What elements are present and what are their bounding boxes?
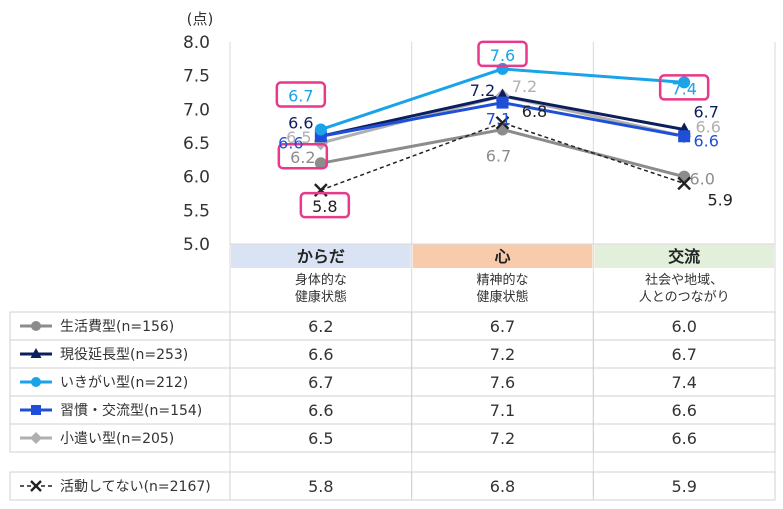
- category-title-0: からだ: [297, 247, 345, 266]
- data-label-0-2: 6.0: [689, 170, 714, 189]
- data-table: 生活費型(n=156) 6.2 6.7 6.0 現役延長型(n=253) 6.6 7.2 6.…: [9, 311, 776, 501]
- legend-marker-3: [31, 405, 41, 415]
- series-marker-5-2-b: [677, 176, 692, 191]
- legend-marker-1: [30, 348, 42, 358]
- series-marker-2-2: [678, 76, 691, 89]
- table-cell-4-2: 6.6: [671, 429, 696, 448]
- series-marker-3-1: [496, 96, 509, 109]
- data-label-5-2: 5.9: [707, 190, 732, 209]
- table-cell-4-1: 7.2: [490, 429, 515, 448]
- series-marker-5-1: [495, 115, 510, 130]
- y-tick-label: 6.5: [183, 134, 210, 154]
- table-cell-5-2: 5.9: [671, 477, 696, 496]
- category-bg-1: [412, 244, 593, 268]
- category-sub-2-0: 社会や地域、: [645, 272, 723, 288]
- category-bg-2: [594, 244, 774, 268]
- table-cell-1-0: 6.6: [308, 345, 333, 364]
- data-label-2-1: 7.6: [490, 46, 515, 65]
- category-sub-0-1: 健康状態: [295, 289, 347, 305]
- data-label-1-1: 7.2: [470, 81, 495, 100]
- y-axis: (点) 8.0 7.5 7.0 6.5 6.0 5.5 5.0: [183, 10, 213, 255]
- y-tick-label: 5.5: [183, 201, 210, 221]
- data-label-0-1: 6.7: [486, 147, 511, 166]
- table-cell-0-1: 6.7: [490, 317, 515, 336]
- category-backgrounds: [231, 244, 774, 268]
- table-cell-2-2: 7.4: [671, 373, 696, 392]
- data-label-0-0: 6.2: [290, 148, 315, 167]
- legend-marker-4: [30, 432, 42, 444]
- highlight-box-0-0: [277, 142, 329, 170]
- data-label-5-1: 6.8: [522, 102, 547, 121]
- table-cell-0-2: 6.0: [671, 317, 696, 336]
- category-bg-0: [231, 244, 411, 268]
- data-label-4-1: 7.2: [512, 77, 537, 96]
- series-line-5: [320, 122, 685, 191]
- category-sub-0-0: 身体的な: [295, 272, 347, 288]
- y-tick-label: 7.0: [183, 100, 210, 120]
- table-cell-3-0: 6.6: [308, 401, 333, 420]
- table-cell-2-0: 6.7: [308, 373, 333, 392]
- legend-label-3: 習慣・交流型(n=154): [60, 402, 202, 419]
- highlight-box-2-2: [658, 74, 710, 101]
- table-cell-3-1: 7.1: [490, 401, 515, 420]
- y-tick-label: 5.0: [183, 235, 210, 255]
- data-label-1-2: 6.7: [693, 103, 718, 122]
- data-label-3-1: 7.1: [486, 110, 511, 129]
- series-marker-5-2: [677, 176, 692, 191]
- legend-label-5: 活動してない(n=2167): [60, 479, 211, 495]
- data-label-2-2: 7.4: [671, 79, 696, 98]
- legend-marker-2: [31, 377, 41, 387]
- table-cell-1-2: 6.7: [671, 345, 696, 364]
- legend-label-2: いきがい型(n=212): [60, 375, 188, 391]
- category-sub-2-1: 人とのつながり: [639, 290, 730, 305]
- data-labels: 6.2 6.76.06.67.26.76.77.67.46.67.16.66.57…: [275, 40, 733, 219]
- data-label-3-2: 6.6: [693, 131, 718, 150]
- y-tick-label: 6.0: [183, 168, 210, 188]
- legend-label-1: 現役延長型(n=253): [60, 347, 188, 363]
- category-sub-1-1: 健康状態: [476, 289, 528, 305]
- highlight-box-2-0: [275, 81, 327, 108]
- table-cell-5-0: 5.8: [308, 477, 333, 496]
- series-marker-0-0: [314, 157, 327, 170]
- legend-label-4: 小遣い型(n=205): [60, 431, 174, 447]
- data-label-4-2: 6.6: [695, 117, 720, 136]
- category-title-2: 交流: [668, 247, 700, 266]
- series-marker-3-2: [678, 130, 691, 143]
- data-label-5-0: 5.8: [312, 197, 337, 216]
- data-label-1-0: 6.6: [288, 113, 313, 132]
- data-label-3-0: 6.6: [278, 133, 303, 152]
- legend-marker-5-b: [30, 480, 42, 492]
- y-axis-unit: (点): [187, 10, 214, 28]
- data-label-2-0: 6.7: [288, 87, 313, 106]
- table-cell-2-1: 7.6: [490, 373, 515, 392]
- y-tick-label: 7.5: [183, 67, 210, 87]
- legend-label-0: 生活費型(n=156): [60, 319, 174, 335]
- highlight-box-5-0: [299, 191, 351, 219]
- legend-marker-0: [31, 321, 41, 331]
- table-cell-0-0: 6.2: [308, 317, 333, 336]
- series-markers: [313, 62, 692, 197]
- table-cell-3-2: 6.6: [671, 401, 696, 420]
- data-label-4-0: 6.5: [286, 128, 311, 147]
- table-cell-5-1: 6.8: [490, 477, 515, 496]
- category-title-1: 心: [494, 247, 510, 266]
- table-cell-4-0: 6.5: [308, 429, 333, 448]
- y-tick-label: 8.0: [183, 33, 210, 53]
- category-sub-1-0: 精神的な: [476, 272, 528, 288]
- series-marker-2-0: [314, 123, 327, 136]
- legend-marker-5: [30, 480, 42, 492]
- table-cell-1-1: 7.2: [490, 345, 515, 364]
- highlight-box-2-1: [477, 40, 528, 68]
- series-marker-5-1-b: [495, 115, 510, 130]
